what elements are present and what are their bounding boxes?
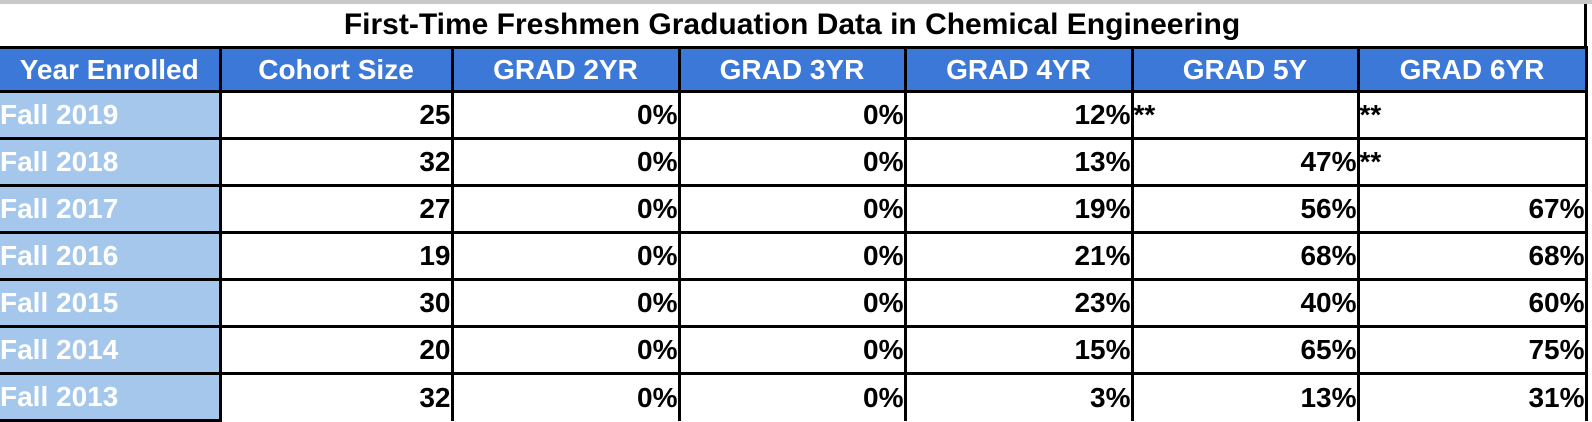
data-cell: 0% — [450, 90, 681, 140]
year-cell: Fall 2014 — [0, 325, 222, 375]
year-cell: Fall 2015 — [0, 278, 222, 328]
data-cell: 27 — [218, 184, 454, 234]
table-row: Fall 2016 19 0% 0% 21% 68% 68% — [0, 231, 1588, 281]
header-row: Year Enrolled Cohort Size GRAD 2YR GRAD 3YR… — [0, 46, 1588, 93]
graduation-data-table: Year Enrolled Cohort Size GRAD 2YR GRAD 3YR… — [0, 46, 1588, 422]
data-cell: 0% — [677, 90, 907, 140]
data-cell: 0% — [677, 137, 907, 187]
data-cell: 20 — [218, 325, 454, 375]
data-cell: 23% — [903, 278, 1134, 328]
data-cell: 0% — [677, 278, 907, 328]
data-cell: 15% — [903, 325, 1134, 375]
title-row: First-Time Freshmen Graduation Data in C… — [0, 4, 1587, 46]
data-cell: 19% — [903, 184, 1134, 234]
data-cell: 0% — [450, 278, 681, 328]
table-row: Fall 2015 30 0% 0% 23% 40% 60% — [0, 278, 1588, 328]
suppressed-data-cell: ** — [1356, 137, 1588, 187]
data-cell: 25 — [218, 90, 454, 140]
data-cell: 21% — [903, 231, 1134, 281]
data-cell: 3% — [903, 372, 1134, 421]
data-cell: 65% — [1130, 325, 1360, 375]
data-cell: 68% — [1130, 231, 1360, 281]
table-row: Fall 2014 20 0% 0% 15% 65% 75% — [0, 325, 1588, 375]
header-cell: GRAD 6YR — [1356, 46, 1588, 93]
data-cell: 75% — [1356, 325, 1588, 375]
table-row: Fall 2018 32 0% 0% 13% 47% ** — [0, 137, 1588, 187]
header-cell: GRAD 4YR — [903, 46, 1134, 93]
data-cell: 56% — [1130, 184, 1360, 234]
page-title: First-Time Freshmen Graduation Data in C… — [343, 8, 1241, 41]
data-cell: 30 — [218, 278, 454, 328]
data-cell: 0% — [450, 325, 681, 375]
header-cell: GRAD 3YR — [677, 46, 907, 93]
header-cell: GRAD 2YR — [450, 46, 681, 93]
data-cell: 0% — [677, 184, 907, 234]
data-cell: 67% — [1356, 184, 1588, 234]
data-cell: 60% — [1356, 278, 1588, 328]
data-cell: 13% — [903, 137, 1134, 187]
year-cell: Fall 2016 — [0, 231, 222, 281]
data-cell: 12% — [903, 90, 1134, 140]
year-cell: Fall 2017 — [0, 184, 222, 234]
data-cell: 0% — [677, 231, 907, 281]
data-cell: 13% — [1130, 372, 1360, 421]
data-cell: 0% — [450, 231, 681, 281]
header-cell: Cohort Size — [218, 46, 454, 93]
data-cell: 0% — [677, 372, 907, 421]
year-cell: Fall 2019 — [0, 90, 222, 140]
top-gridline-strip — [0, 0, 1592, 4]
year-cell: Fall 2013 — [0, 372, 222, 422]
table-row: Fall 2019 25 0% 0% 12% ** ** — [0, 90, 1588, 140]
data-cell: 68% — [1356, 231, 1588, 281]
data-cell: 31% — [1356, 372, 1588, 421]
header-cell: GRAD 5Y — [1130, 46, 1360, 93]
data-cell: 0% — [450, 137, 681, 187]
data-cell: 47% — [1130, 137, 1360, 187]
suppressed-data-cell: ** — [1356, 90, 1588, 140]
data-cell: 0% — [450, 372, 681, 421]
data-cell: 32 — [218, 372, 454, 421]
table-row: Fall 2017 27 0% 0% 19% 56% 67% — [0, 184, 1588, 234]
data-cell: 0% — [677, 325, 907, 375]
data-cell: 32 — [218, 137, 454, 187]
suppressed-data-cell: ** — [1130, 90, 1360, 140]
header-cell: Year Enrolled — [0, 46, 222, 93]
data-cell: 40% — [1130, 278, 1360, 328]
data-cell: 0% — [450, 184, 681, 234]
table-row: Fall 2013 32 0% 0% 3% 13% 31% — [0, 372, 1588, 422]
year-cell: Fall 2018 — [0, 137, 222, 187]
data-cell: 19 — [218, 231, 454, 281]
